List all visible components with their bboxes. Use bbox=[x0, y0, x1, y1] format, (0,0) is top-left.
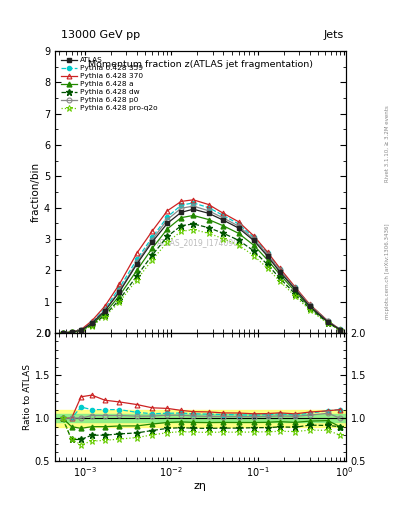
X-axis label: zη: zη bbox=[194, 481, 207, 491]
Text: ATLAS_2019_I1740909: ATLAS_2019_I1740909 bbox=[157, 238, 244, 247]
Text: Momentum fraction z(ATLAS jet fragmentation): Momentum fraction z(ATLAS jet fragmentat… bbox=[88, 60, 313, 69]
Text: mcplots.cern.ch [arXiv:1306.3436]: mcplots.cern.ch [arXiv:1306.3436] bbox=[385, 224, 390, 319]
Legend: ATLAS, Pythia 6.428 359, Pythia 6.428 370, Pythia 6.428 a, Pythia 6.428 dw, Pyth: ATLAS, Pythia 6.428 359, Pythia 6.428 37… bbox=[59, 55, 160, 114]
Y-axis label: Ratio to ATLAS: Ratio to ATLAS bbox=[23, 364, 32, 430]
Bar bbox=[55, 410, 346, 426]
Y-axis label: fraction/bin: fraction/bin bbox=[31, 162, 41, 222]
Text: Jets: Jets bbox=[323, 30, 344, 40]
Text: Rivet 3.1.10, ≥ 3.2M events: Rivet 3.1.10, ≥ 3.2M events bbox=[385, 105, 390, 182]
Bar bbox=[55, 414, 346, 422]
Text: 13000 GeV pp: 13000 GeV pp bbox=[61, 30, 140, 40]
